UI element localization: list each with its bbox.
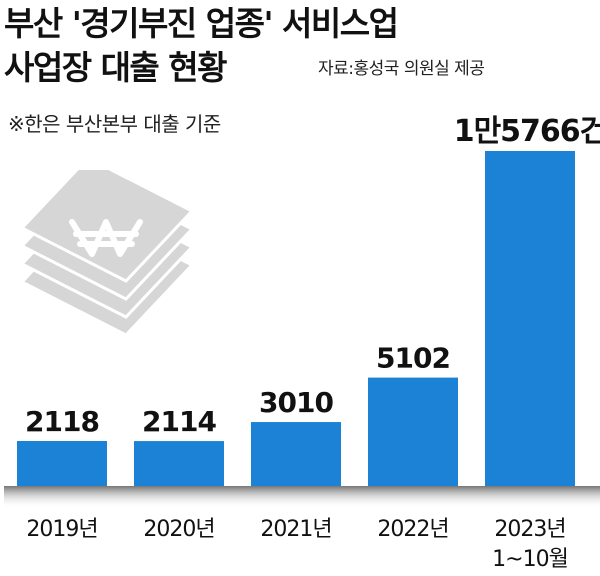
bar-4 [485, 151, 575, 486]
source-credit: 자료:홍성국 의원실 제공 [318, 59, 485, 79]
category-label-1: 2020년 [143, 517, 214, 542]
chart-title-line-1: 부산 '경기부진 업종' 서비스업 [4, 4, 399, 43]
category-label-4-1: 1~10월 [492, 547, 568, 572]
value-label-4: 1만5766건 [454, 114, 600, 149]
bar-3 [368, 377, 458, 486]
value-label-1: 2114 [142, 405, 216, 438]
chart-title: 부산 '경기부진 업종' 서비스업 사업장 대출 현황 [4, 2, 399, 90]
value-label-0: 2118 [25, 405, 99, 438]
value-label-3: 5102 [376, 342, 450, 375]
category-label-0: 2019년 [26, 517, 97, 542]
bar-2 [251, 422, 341, 486]
baseline-shadow [4, 486, 600, 508]
category-label-4-0: 2023년 [494, 517, 565, 542]
bar-0 [17, 440, 107, 486]
category-label-2: 2021년 [260, 517, 331, 542]
stacked-cards-won-icon [19, 170, 195, 337]
value-label-2: 3010 [259, 386, 333, 419]
chart-title-line-2: 사업장 대출 현황 [4, 48, 227, 87]
bar-1 [134, 441, 224, 486]
category-label-3: 2022년 [377, 517, 448, 542]
footnote: ※한은 부산본부 대출 기준 [8, 112, 221, 136]
